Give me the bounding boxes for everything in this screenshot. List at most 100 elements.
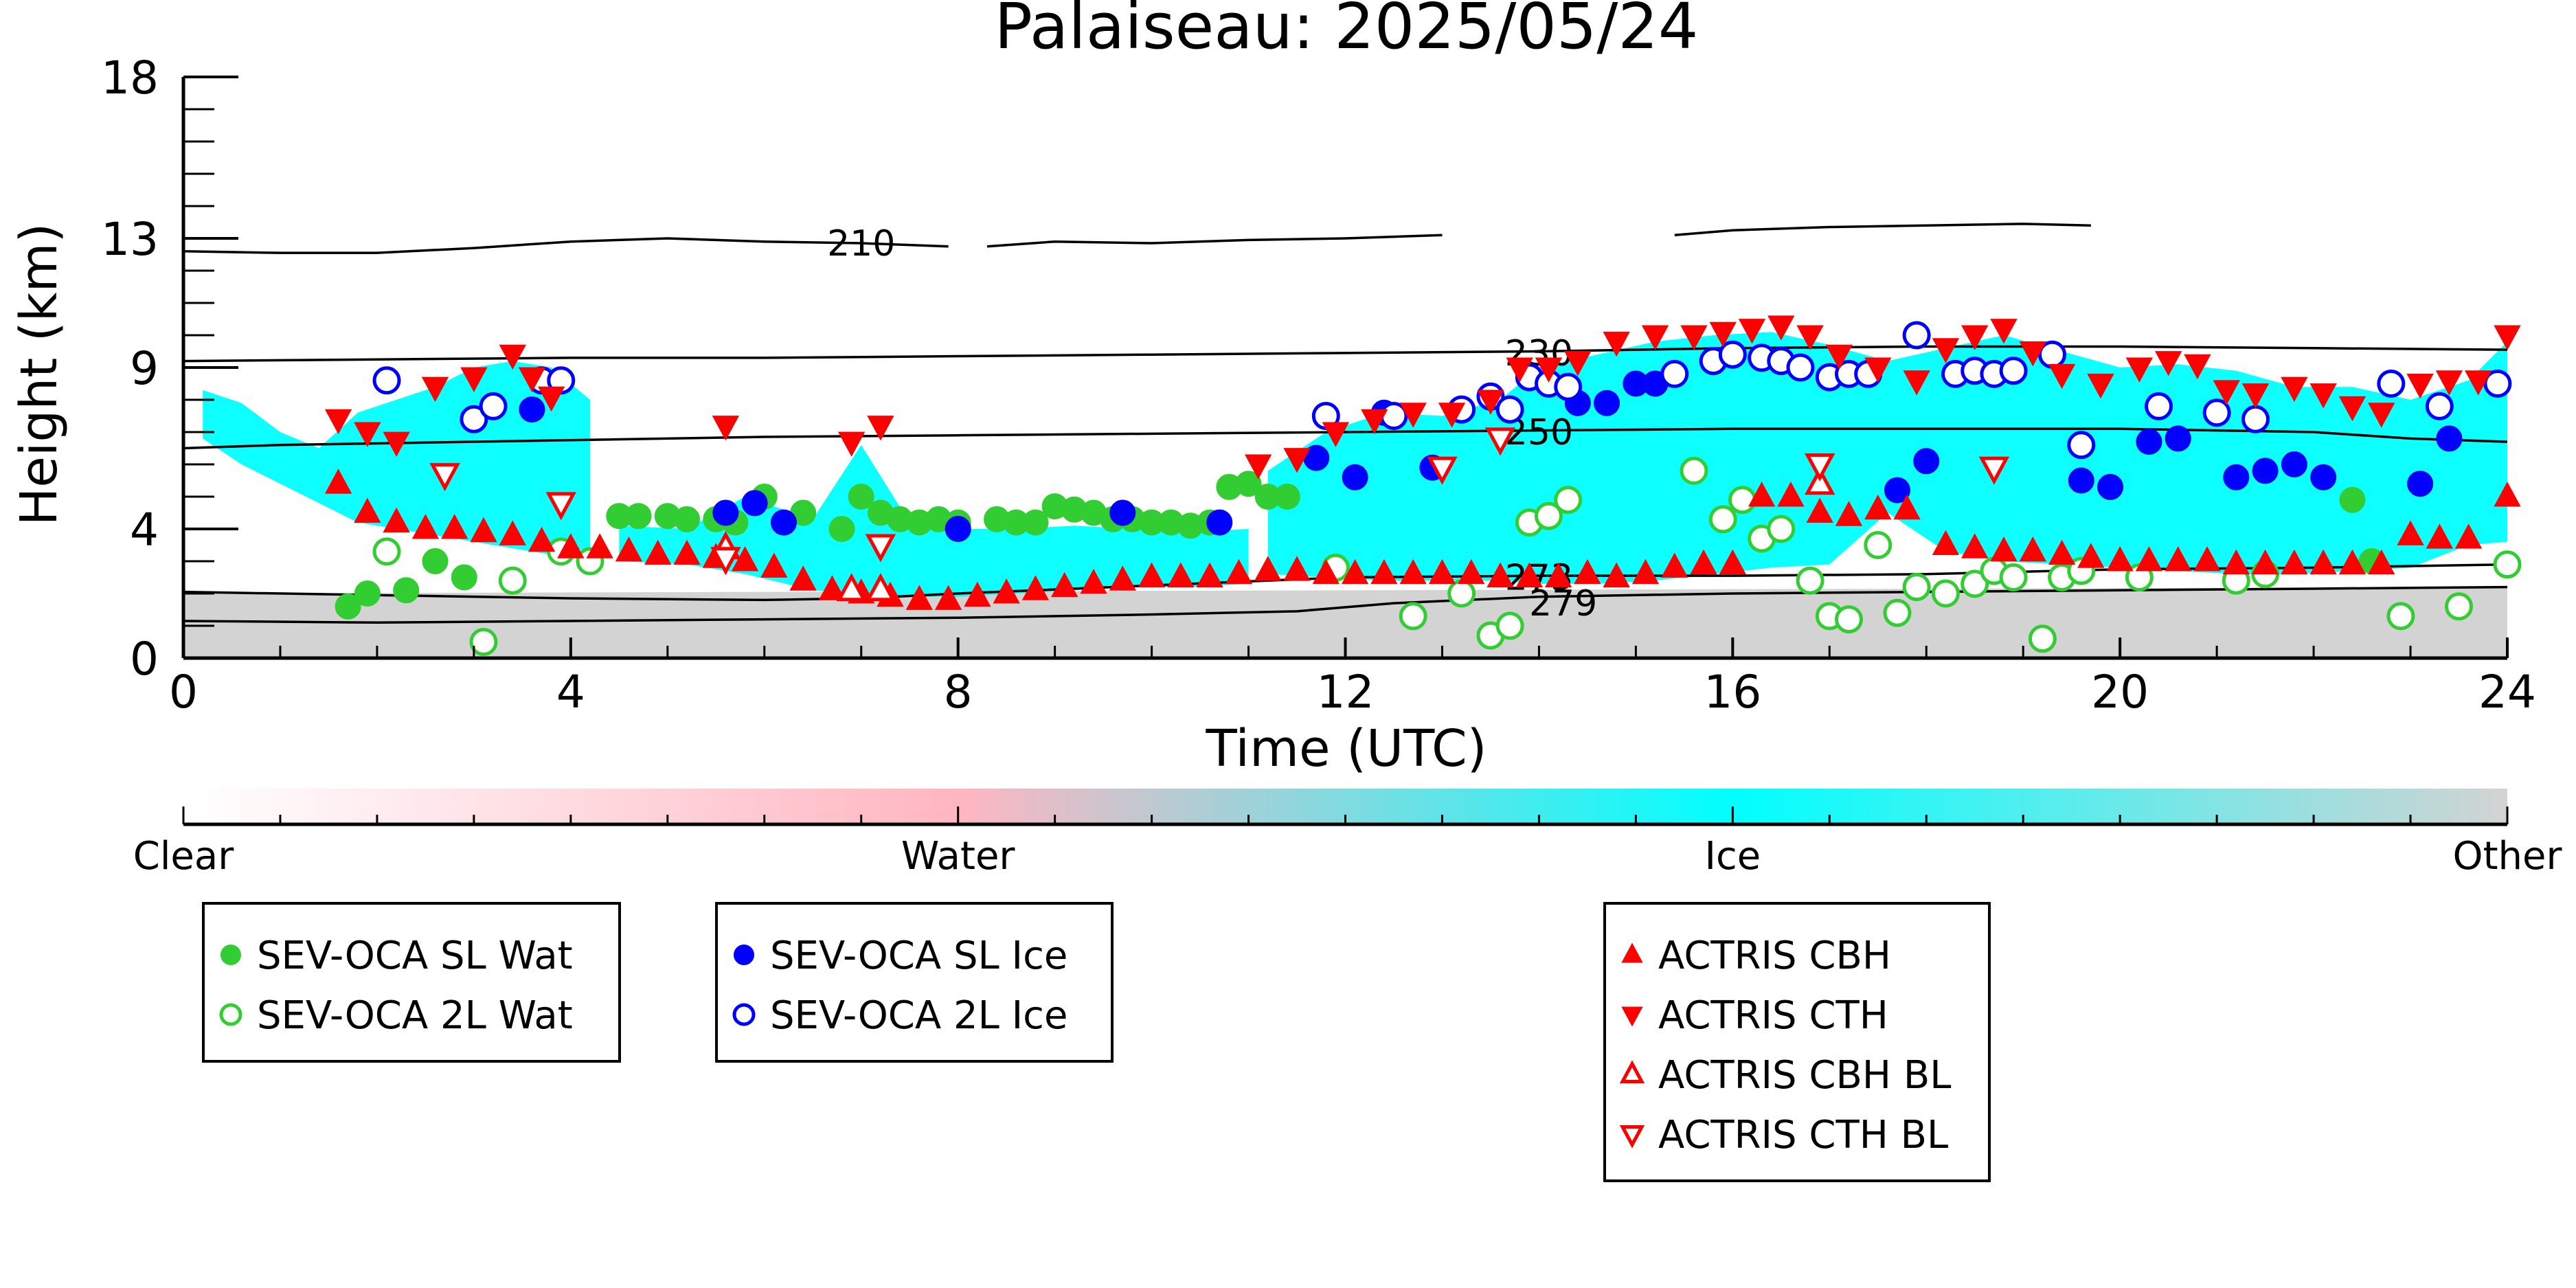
actris-cbh-point-0 <box>324 468 352 494</box>
sev-oca-sl-wat-point-13 <box>828 516 855 542</box>
sev-oca-2l-wat-point-9 <box>1495 611 1524 640</box>
actris-cbh-point-67 <box>2281 549 2308 575</box>
actris-cbh-point-66 <box>2251 549 2279 575</box>
actris-cth-point-24 <box>1709 321 1737 348</box>
actris-cbh-point-4 <box>441 514 468 539</box>
actris-cbh-point-48 <box>1719 549 1747 575</box>
sev-oca-2l-ice-point-30 <box>2202 398 2231 427</box>
colorbar-label-ice: Ice <box>1704 834 1761 879</box>
actris-cth-point-47 <box>2435 370 2463 396</box>
actris-cth-point-18 <box>1506 357 1533 383</box>
actris-cth-point-37 <box>2125 357 2154 383</box>
actris-cbh-point-20 <box>905 585 933 610</box>
legend-marker-actris-cbh <box>1621 942 1643 963</box>
sev-oca-2l-wat-point-18 <box>1796 566 1824 595</box>
actris-cth-point-16 <box>1438 403 1466 428</box>
sev-oca-sl-wat-point-1 <box>354 580 381 607</box>
sev-oca-sl-wat-point-8 <box>673 506 700 532</box>
sev-oca-sl-ice-point-2 <box>741 490 768 517</box>
sev-oca-2l-wat-point-23 <box>1902 573 1931 602</box>
y-tick-label-2: 9 <box>130 342 159 395</box>
y-tick-label-4: 18 <box>101 52 159 104</box>
actris-cth-bl-point-4 <box>1427 456 1458 485</box>
sev-oca-2l-ice-point-18 <box>1786 353 1815 382</box>
actris-cbh-point-25 <box>1051 572 1078 598</box>
actris-cth-point-32 <box>1961 325 1989 350</box>
actris-cbh-point-54 <box>1893 494 1921 520</box>
actris-cbh-bl-point-2 <box>865 573 896 602</box>
isotherm-label-279: 279 <box>1529 583 1597 624</box>
actris-cbh-point-5 <box>470 517 497 543</box>
actris-cth-point-39 <box>2184 354 2211 380</box>
sev-oca-sl-ice-point-23 <box>2281 451 2307 477</box>
sev-oca-2l-ice-point-2 <box>479 392 508 420</box>
actris-cbh-point-8 <box>557 533 585 558</box>
actris-cth-point-15 <box>1399 403 1427 428</box>
legend-marker-sev-oca-2l-wat <box>219 1003 242 1026</box>
sev-oca-2l-ice-point-0 <box>372 366 401 395</box>
actris-cbh-point-35 <box>1341 558 1369 585</box>
sev-oca-sl-wat-point-3 <box>422 548 449 574</box>
actris-cbh-point-15 <box>760 552 788 578</box>
sev-oca-2l-wat-point-0 <box>372 537 401 566</box>
actris-cbh-point-41 <box>1515 562 1543 587</box>
actris-cth-point-19 <box>1535 357 1563 383</box>
y-tick-label-3: 13 <box>101 213 159 266</box>
actris-cbh-point-28 <box>1138 562 1166 587</box>
isotherm-210-line-2 <box>1674 223 2091 237</box>
sev-oca-2l-wat-point-2 <box>498 566 527 595</box>
actris-cbh-point-53 <box>1864 494 1892 520</box>
background-area-other-0 <box>183 587 2507 658</box>
sev-oca-sl-ice-point-1 <box>712 499 739 526</box>
actris-cbh-point-32 <box>1254 556 1282 581</box>
plot-axes: 0 4 8 12 16 20 24 0 4 9 13 18 <box>101 52 2536 719</box>
legend: SEV-OCA SL Wat SEV-OCA 2L Wat SEV-OCA SL I… <box>202 902 1991 1182</box>
actris-cbh-point-30 <box>1196 562 1223 587</box>
actris-cbh-point-16 <box>789 565 817 591</box>
legend-marker-sev-oca-2l-ice <box>732 1003 756 1026</box>
sev-oca-2l-wat-point-25 <box>1961 569 1989 598</box>
actris-cbh-point-63 <box>2165 546 2192 572</box>
actris-cth-point-48 <box>2465 370 2492 396</box>
actris-cbh-point-51 <box>1806 497 1833 523</box>
isotherm-210-line-0 <box>183 237 949 254</box>
colorbar: Clear Water Ice Other <box>133 789 2562 879</box>
actris-cth-point-6 <box>518 367 546 393</box>
actris-cth-bl-point-2 <box>710 547 741 576</box>
actris-cth-point-0 <box>324 409 352 435</box>
actris-cbh-point-11 <box>644 539 672 565</box>
actris-cth-point-1 <box>354 422 381 447</box>
sev-oca-2l-ice-point-15 <box>1718 340 1747 369</box>
x-axis-label: Time (UTC) <box>1205 719 1487 778</box>
legend-label-sev-oca-sl-ice: SEV-OCA SL Ice <box>770 934 1067 978</box>
legend-box-0 <box>202 902 621 1063</box>
y-tick-label-0: 0 <box>130 633 159 686</box>
y-axis-label: Height (km) <box>10 223 69 526</box>
actris-cbh-point-70 <box>2368 549 2395 575</box>
sev-oca-2l-ice-point-29 <box>2145 392 2173 420</box>
actris-cth-point-35 <box>2048 363 2076 389</box>
actris-cth-point-2 <box>383 431 410 457</box>
sev-oca-2l-wat-point-34 <box>2386 602 2415 631</box>
sev-oca-2l-wat-point-28 <box>2028 624 2057 653</box>
actris-cbh-point-52 <box>1835 501 1863 526</box>
actris-cbh-point-62 <box>2135 546 2163 572</box>
colorbar-label-other: Other <box>2452 834 2562 879</box>
colorbar-label-water: Water <box>901 834 1016 879</box>
actris-cbh-point-69 <box>2338 549 2366 575</box>
sev-oca-sl-ice-point-21 <box>2223 464 2250 490</box>
sev-oca-sl-wat-point-14 <box>848 484 874 510</box>
sev-oca-2l-wat-point-12 <box>1554 486 1583 515</box>
sev-oca-sl-ice-point-4 <box>945 516 971 542</box>
actris-cbh-point-68 <box>2309 549 2337 575</box>
actris-cth-point-33 <box>1990 319 2018 344</box>
actris-cth-point-4 <box>460 367 488 393</box>
actris-cth-point-44 <box>2338 396 2366 422</box>
actris-cbh-point-12 <box>673 539 701 565</box>
actris-cth-point-20 <box>1564 351 1592 376</box>
sev-oca-sl-ice-point-3 <box>770 509 797 536</box>
sev-oca-2l-wat-point-21 <box>1864 531 1893 559</box>
x-tick-label-1: 4 <box>556 666 585 719</box>
actris-cbh-point-2 <box>383 507 410 533</box>
actris-cth-bl-point-5 <box>1484 427 1516 456</box>
